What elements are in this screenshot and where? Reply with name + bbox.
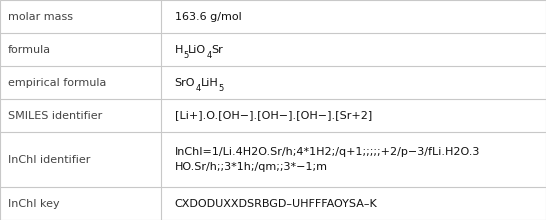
Text: H: H	[175, 44, 183, 55]
Text: SMILES identifier: SMILES identifier	[8, 110, 103, 121]
Text: LiO: LiO	[188, 44, 206, 55]
Text: 5: 5	[183, 51, 188, 60]
Text: InChI=1/Li.4H2O.Sr/h;4*1H2;/q+1;;;;;+2/p−3/fLi.H2O.3: InChI=1/Li.4H2O.Sr/h;4*1H2;/q+1;;;;;+2/p…	[175, 147, 480, 157]
Text: InChI identifier: InChI identifier	[8, 154, 91, 165]
Text: Sr: Sr	[212, 44, 223, 55]
Text: HO.Sr/h;;3*1h;/qm;;3*−1;m: HO.Sr/h;;3*1h;/qm;;3*−1;m	[175, 162, 328, 172]
Text: 163.6 g/mol: 163.6 g/mol	[175, 11, 241, 22]
Text: 4: 4	[195, 84, 200, 93]
Text: CXDODUXXDSRBGD–UHFFFAOYSA–K: CXDODUXXDSRBGD–UHFFFAOYSA–K	[175, 198, 377, 209]
Text: LiH: LiH	[200, 77, 218, 88]
Text: [Li+].O.[OH−].[OH−].[OH−].[Sr+2]: [Li+].O.[OH−].[OH−].[OH−].[Sr+2]	[175, 110, 372, 121]
Text: InChI key: InChI key	[8, 198, 60, 209]
Text: 4: 4	[206, 51, 212, 60]
Text: empirical formula: empirical formula	[8, 77, 106, 88]
Text: formula: formula	[8, 44, 51, 55]
Text: molar mass: molar mass	[8, 11, 73, 22]
Text: 5: 5	[218, 84, 223, 93]
Text: SrO: SrO	[175, 77, 195, 88]
